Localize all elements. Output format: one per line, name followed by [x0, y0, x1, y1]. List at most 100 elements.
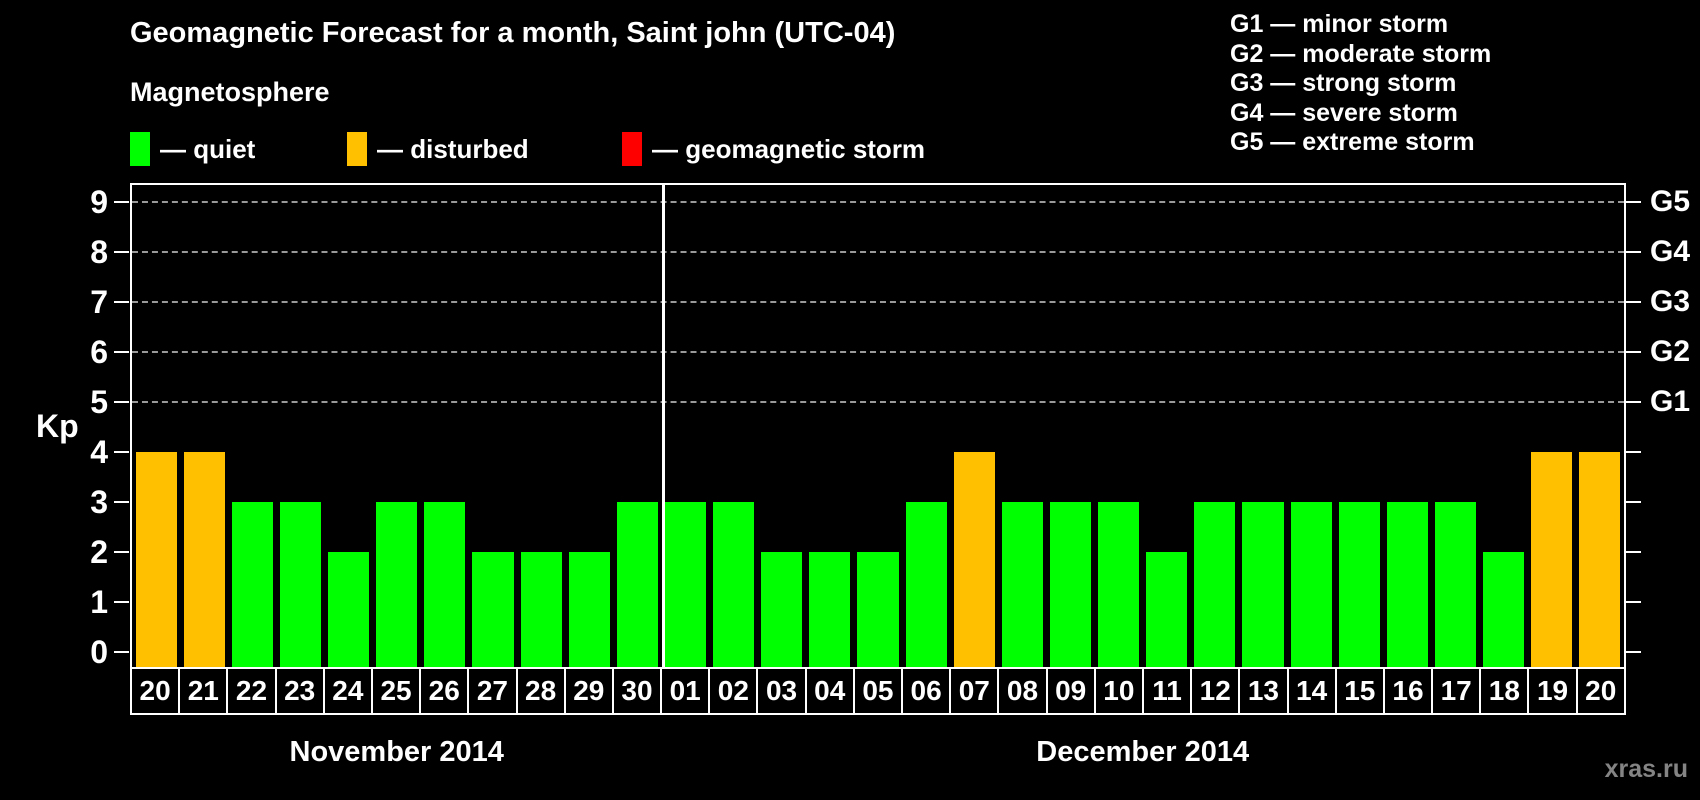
bar-november-21 [183, 452, 225, 667]
y-tick-label-3: 3 [90, 484, 108, 520]
plot-area [130, 183, 1626, 669]
right-tick-kp6 [1626, 351, 1641, 353]
legend-item-storm: — geomagnetic storm [622, 131, 925, 167]
chart-title: Geomagnetic Forecast for a month, Saint … [130, 17, 896, 49]
bar-december-01 [664, 502, 707, 667]
y-tick-label-0: 0 [90, 634, 108, 670]
right-axis-label-G4: G4 [1650, 235, 1691, 268]
bar-november-26 [424, 502, 466, 667]
day-label-december-12: 12 [1190, 667, 1241, 715]
bar-december-14 [1290, 502, 1332, 667]
day-label-december-14: 14 [1286, 667, 1337, 715]
y-tick-label-9: 9 [90, 184, 108, 220]
bar-december-08 [1001, 502, 1043, 667]
right-tick-kp3 [1626, 501, 1641, 503]
legend-label-storm: — geomagnetic storm [652, 133, 926, 164]
bar-november-27 [472, 552, 514, 667]
day-label-december-07: 07 [949, 667, 1000, 715]
bar-november-22 [231, 502, 273, 667]
day-label-december-01: 01 [660, 667, 711, 715]
bar-november-24 [328, 552, 370, 667]
g-scale-legend-line-2: G2 — moderate storm [1230, 39, 1492, 68]
legend-item-quiet: — quiet [130, 131, 255, 167]
left-tick-kp8 [114, 251, 129, 253]
right-axis-label-G2: G2 [1650, 335, 1691, 368]
bar-november-28 [520, 552, 562, 667]
bar-november-25 [376, 502, 418, 667]
right-tick-kp9 [1626, 201, 1641, 203]
day-label-december-19: 19 [1527, 667, 1578, 715]
bar-december-19 [1531, 452, 1573, 667]
right-axis-label-G1: G1 [1650, 385, 1691, 418]
day-label-december-16: 16 [1382, 667, 1434, 715]
day-label-november-25: 25 [370, 667, 422, 715]
bar-december-09 [1049, 502, 1092, 667]
left-tick-kp7 [114, 301, 129, 303]
month-label-november: November 2014 [289, 736, 504, 768]
left-tick-kp3 [114, 501, 129, 503]
y-tick-label-7: 7 [90, 284, 108, 320]
y-axis-title: Kp [36, 408, 79, 444]
day-label-december-13: 13 [1238, 667, 1289, 715]
right-tick-kp4 [1626, 451, 1641, 453]
storm-color-swatch [622, 132, 642, 166]
bar-december-15 [1338, 502, 1380, 667]
g-scale-legend-line-3: G3 — strong storm [1230, 69, 1457, 97]
day-label-november-29: 29 [563, 667, 614, 715]
x-axis-day-labels: 20 21 22 23 24 25 26 27 28 29 30 01 02 03 04 05 06 07 08 09… [130, 667, 1626, 715]
y-tick-label-8: 8 [90, 234, 108, 270]
day-label-november-21: 21 [178, 667, 229, 715]
day-label-december-18: 18 [1479, 667, 1530, 715]
bar-december-03 [761, 552, 803, 667]
bar-december-13 [1242, 502, 1284, 667]
day-label-december-06: 06 [901, 667, 952, 715]
day-label-november-23: 23 [274, 667, 325, 715]
bar-december-06 [905, 502, 947, 667]
y-tick-label-2: 2 [90, 534, 108, 570]
day-label-december-05: 05 [852, 667, 903, 715]
day-label-december-08: 08 [997, 667, 1048, 715]
bar-december-07 [953, 452, 995, 667]
left-tick-kp4 [114, 451, 129, 453]
y-tick-label-5: 5 [90, 384, 108, 420]
y-tick-label-4: 4 [90, 434, 108, 470]
disturbed-color-swatch [347, 132, 367, 166]
y-tick-label-6: 6 [90, 334, 108, 370]
gridline-kp5 [132, 401, 1624, 403]
left-tick-kp5 [114, 401, 129, 403]
bar-december-12 [1194, 502, 1236, 667]
bar-november-23 [279, 502, 321, 667]
day-label-december-20: 20 [1575, 667, 1626, 715]
y-tick-label-1: 1 [90, 584, 108, 620]
right-tick-kp8 [1626, 251, 1641, 253]
right-tick-kp2 [1626, 551, 1641, 553]
bar-december-16 [1386, 502, 1428, 667]
day-label-december-09: 09 [1045, 667, 1096, 715]
day-label-december-03: 03 [756, 667, 807, 715]
bar-november-29 [568, 552, 610, 667]
legend-label-quiet: — quiet [160, 133, 256, 164]
bar-december-04 [809, 552, 851, 667]
day-label-november-26: 26 [419, 667, 470, 715]
bar-november-20 [135, 452, 177, 667]
left-tick-kp0 [114, 651, 129, 653]
right-tick-kp0 [1626, 651, 1641, 653]
left-tick-kp6 [114, 351, 129, 353]
quiet-color-swatch [130, 132, 150, 166]
left-tick-kp1 [114, 601, 129, 603]
bar-december-17 [1434, 502, 1477, 667]
gridline-kp6 [132, 351, 1624, 353]
day-label-december-17: 17 [1431, 667, 1482, 715]
day-label-november-24: 24 [322, 667, 373, 715]
bar-december-02 [713, 502, 755, 667]
day-label-november-20: 20 [130, 667, 181, 715]
right-axis-label-G5: G5 [1650, 185, 1691, 218]
bar-december-11 [1146, 552, 1188, 667]
g-scale-legend-line-4: G4 — severe storm [1230, 98, 1458, 127]
bar-december-20 [1579, 452, 1621, 667]
day-label-december-15: 15 [1334, 667, 1385, 715]
watermark: xras.ru [1604, 755, 1688, 783]
day-label-november-27: 27 [467, 667, 518, 715]
day-label-december-11: 11 [1141, 667, 1193, 715]
